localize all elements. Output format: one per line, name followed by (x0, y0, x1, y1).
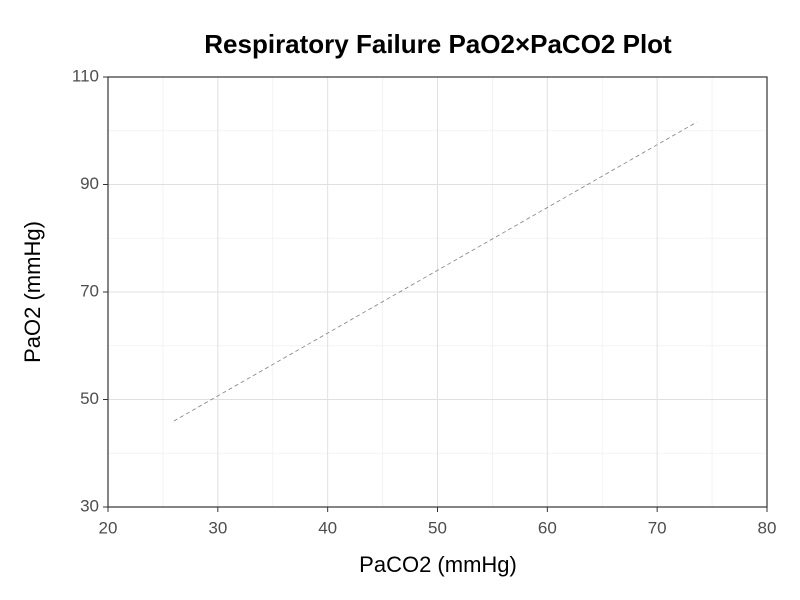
chart-title: Respiratory Failure PaO2×PaCO2 Plot (204, 29, 672, 59)
y-tick-label: 70 (80, 281, 99, 300)
y-tick-label: 50 (80, 389, 99, 408)
x-tick-label: 60 (538, 518, 557, 537)
y-tick-label: 110 (72, 66, 99, 85)
x-tick-label: 50 (428, 518, 447, 537)
data-line (173, 121, 697, 422)
x-tick-label: 80 (758, 518, 777, 537)
x-tick-label: 30 (208, 518, 227, 537)
y-tick-label: 30 (80, 496, 99, 515)
x-tick-label: 20 (99, 518, 118, 537)
x-tick-label: 70 (648, 518, 667, 537)
y-axis-label: PaO2 (mmHg) (20, 221, 45, 363)
y-tick-label: 90 (80, 174, 99, 193)
x-tick-label: 40 (318, 518, 337, 537)
x-axis-label: PaCO2 (mmHg) (359, 552, 517, 577)
panel-border (107, 76, 768, 508)
